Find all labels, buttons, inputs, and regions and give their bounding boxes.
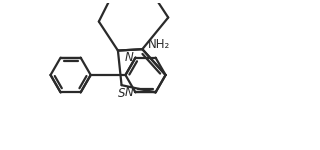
Text: N: N — [125, 86, 133, 99]
Text: NH₂: NH₂ — [148, 38, 171, 51]
Text: N: N — [125, 51, 133, 64]
Text: S: S — [118, 87, 125, 100]
